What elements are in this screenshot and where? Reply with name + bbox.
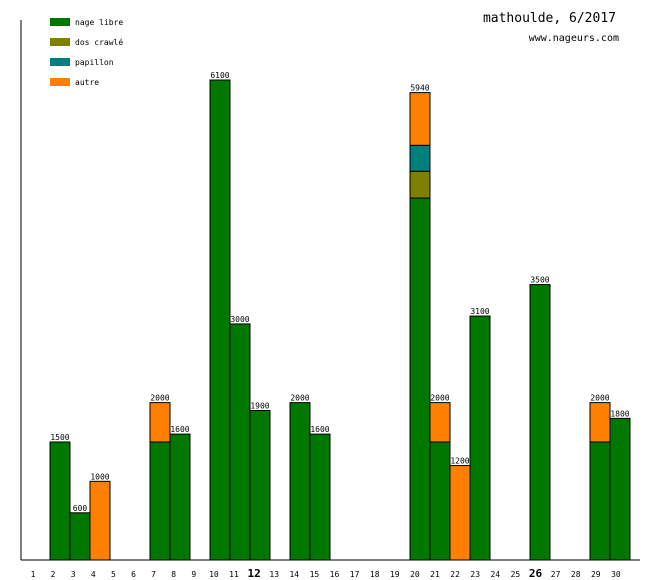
bar-day-20-nage-libre (409, 197, 431, 561)
bar-day-3-nage-libre (69, 512, 91, 561)
x-tick-29: 29 (591, 570, 601, 579)
x-tick-24: 24 (490, 570, 500, 579)
bar-day-11-nage-libre (229, 323, 251, 561)
value-label-day-4: 1000 (90, 472, 109, 481)
x-tick-27: 27 (551, 570, 561, 579)
bar-day-20-dos-crawlé (409, 170, 431, 199)
x-tick-25: 25 (511, 570, 521, 579)
value-label-day-8: 1600 (170, 425, 189, 434)
bars (49, 79, 631, 561)
value-label-day-30: 1800 (610, 409, 629, 418)
x-tick-13: 13 (269, 570, 279, 579)
bar-day-23-nage-libre (469, 315, 491, 561)
x-tick-4: 4 (91, 570, 96, 579)
legend-label-2: dos crawlé (75, 37, 123, 47)
x-tick-2: 2 (51, 570, 56, 579)
value-label-day-10: 6100 (210, 71, 229, 80)
legend-label-3: papillon (75, 58, 114, 67)
value-label-day-29: 2000 (590, 394, 609, 403)
legend-label-4: autre (75, 78, 99, 87)
bar-day-29-autre (589, 402, 611, 443)
bar-day-12-nage-libre (249, 409, 271, 561)
x-tick-20: 20 (410, 570, 420, 579)
x-tick-19: 19 (390, 570, 400, 579)
value-label-day-12: 1900 (250, 401, 269, 410)
chart-title: mathoulde, 6/2017 (483, 11, 616, 26)
x-tick-28: 28 (571, 570, 581, 579)
x-tick-5: 5 (111, 570, 116, 579)
x-tick-16: 16 (330, 570, 340, 579)
x-tick-14: 14 (289, 570, 299, 579)
x-tick-3: 3 (71, 570, 76, 579)
legend-swatch-3 (50, 58, 70, 66)
value-labels: 1500 600 1000 2000 1600 6100 3000 1900 2000 1600 5… (50, 71, 629, 513)
x-tick-11: 11 (229, 570, 239, 579)
x-tick-22: 22 (450, 570, 460, 579)
x-tick-8: 8 (171, 570, 176, 579)
value-label-day-15: 1600 (310, 425, 329, 434)
bar-day-8-nage-libre (169, 433, 191, 561)
legend-label-1: nage libre (75, 18, 123, 27)
value-label-day-2: 1500 (50, 433, 69, 442)
bar-day-21-nage-libre (429, 441, 451, 561)
legend: nage libre dos crawlé papillon autre (50, 18, 123, 87)
bar-day-22-autre (449, 465, 471, 561)
bar-day-29-nage-libre (589, 441, 611, 561)
bar-day-26-nage-libre (529, 284, 551, 561)
x-tick-23: 23 (470, 570, 480, 579)
x-tick-6: 6 (131, 570, 136, 579)
legend-swatch-4 (50, 78, 70, 86)
bar-day-15-nage-libre (309, 433, 331, 561)
x-tick-17: 17 (350, 570, 360, 579)
value-label-day-26: 3500 (530, 276, 549, 285)
bar-day-7-nage-libre (149, 441, 171, 561)
bar-day-14-nage-libre (289, 402, 311, 561)
x-tick-9: 9 (191, 570, 196, 579)
x-tick-10: 10 (209, 570, 219, 579)
value-label-day-22: 1200 (450, 457, 469, 466)
bar-day-10-nage-libre (209, 79, 231, 561)
legend-swatch-2 (50, 38, 70, 46)
x-axis-ticks: 1 2 3 4 5 6 7 8 9 10 11 12 13 14 15 16 17 18 19 20 21 22 23 24 2… (31, 567, 621, 580)
x-tick-30: 30 (611, 570, 621, 579)
value-label-day-20: 5940 (410, 84, 429, 93)
bar-day-21-autre (429, 402, 451, 443)
x-tick-18: 18 (370, 570, 380, 579)
x-tick-21: 21 (430, 570, 440, 579)
value-label-day-23: 3100 (470, 307, 489, 316)
x-tick-15: 15 (310, 570, 320, 579)
bar-day-20-autre (409, 92, 431, 146)
bar-day-2-nage-libre (49, 441, 71, 561)
x-tick-26: 26 (529, 567, 543, 580)
bar-day-4-autre (89, 480, 111, 561)
value-label-day-3: 600 (73, 504, 88, 513)
bar-day-30-nage-libre (609, 417, 631, 561)
x-tick-1: 1 (31, 570, 36, 579)
x-tick-7: 7 (151, 570, 156, 579)
x-tick-12: 12 (247, 567, 260, 580)
value-label-day-14: 2000 (290, 394, 309, 403)
legend-swatch-1 (50, 18, 70, 26)
bar-day-20-papillon (409, 144, 431, 172)
chart-subtitle: www.nageurs.com (529, 33, 619, 44)
value-label-day-21: 2000 (430, 394, 449, 403)
bar-day-7-autre (149, 402, 171, 443)
value-label-day-7: 2000 (150, 394, 169, 403)
value-label-day-11: 3000 (230, 315, 249, 324)
